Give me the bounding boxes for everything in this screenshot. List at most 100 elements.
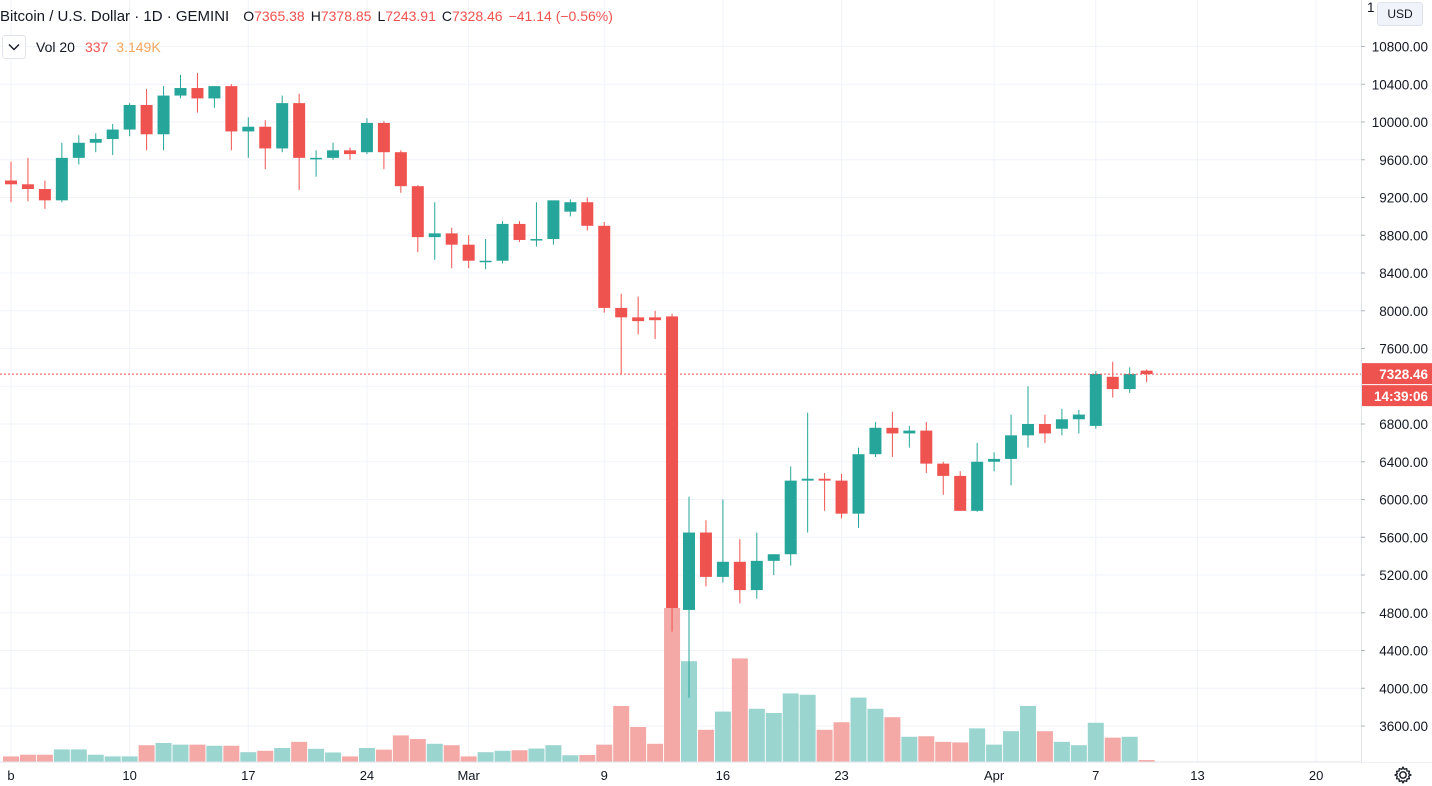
volume-bar	[274, 748, 291, 762]
volume-bar	[1020, 706, 1036, 762]
price-tick-label: 9200.00	[1379, 191, 1428, 206]
volume-bar	[986, 744, 1003, 762]
candle-body	[327, 150, 340, 158]
volume-bar	[731, 658, 748, 762]
candle-body	[106, 129, 119, 139]
candle-body	[72, 142, 85, 158]
candle	[988, 452, 1001, 472]
candle-body	[954, 475, 967, 511]
candle-body	[242, 126, 255, 132]
candle	[479, 239, 492, 270]
candle-body	[835, 480, 848, 514]
last-price-tag	[1362, 363, 1432, 385]
candle	[1106, 361, 1119, 398]
volume-bar	[935, 741, 952, 762]
candle	[344, 147, 356, 160]
volume-value-a: 337	[84, 39, 109, 55]
collapse-legend-button[interactable]	[2, 35, 26, 59]
candle	[259, 120, 272, 170]
candle-body	[564, 202, 577, 212]
candle	[581, 197, 594, 231]
time-axis[interactable]: b 10 17 24 Mar 9 16 23 Apr 7 13 20	[7, 768, 1323, 783]
candle-body	[225, 86, 238, 132]
candle	[428, 202, 441, 260]
candle	[1072, 409, 1085, 434]
volume-value-b: 3.149K	[116, 39, 161, 55]
volume-bar	[782, 693, 799, 762]
candle	[496, 221, 509, 264]
volume-bar	[664, 608, 681, 762]
candle	[903, 425, 916, 448]
candle	[377, 121, 390, 170]
candle	[683, 496, 695, 698]
time-tick-label: 20	[1309, 768, 1323, 783]
candle-body	[937, 463, 950, 476]
volume-legend: Vol 20 337 3.149K	[0, 35, 161, 59]
close-value: C7328.46	[441, 8, 503, 24]
volume-bar	[816, 729, 833, 762]
candle-body	[38, 189, 51, 201]
time-tick-label: 23	[834, 768, 848, 783]
candle-body	[428, 233, 441, 238]
candle	[530, 202, 543, 247]
volume-bar	[104, 756, 121, 762]
time-tick-label: Mar	[457, 768, 480, 783]
volume-bar	[765, 713, 782, 762]
candle-body	[615, 307, 628, 318]
volume-bar	[121, 756, 138, 762]
price-axis[interactable]: 3600.00 4000.00 4400.00 4800.00 5200.00 5600.…	[1361, 0, 1432, 762]
volume-bar	[850, 697, 867, 762]
candle	[1140, 369, 1153, 383]
candle-body	[293, 103, 306, 158]
volume-bar	[392, 735, 409, 762]
volume-bar	[426, 743, 443, 762]
candle-body	[699, 532, 712, 577]
candle	[869, 422, 882, 458]
price-tick-label: 8000.00	[1379, 304, 1428, 319]
volume-bar	[833, 722, 850, 762]
candle	[784, 466, 797, 566]
time-tick-label: 13	[1190, 768, 1204, 783]
high-value: H7378.85	[310, 8, 372, 24]
currency-button[interactable]: USD	[1377, 2, 1423, 26]
candle	[310, 150, 323, 177]
candle-body	[1022, 424, 1034, 436]
volume-bar	[460, 756, 477, 762]
volume-bar	[748, 708, 765, 762]
candle-body	[547, 200, 560, 240]
chart-settings-button[interactable]	[1392, 764, 1414, 786]
candle-body	[1106, 376, 1119, 390]
candle-body	[988, 458, 1001, 462]
volume-bar	[19, 754, 36, 762]
candle-body	[140, 105, 153, 135]
candle	[55, 142, 68, 203]
candle	[208, 86, 221, 108]
candle-body	[818, 478, 831, 481]
time-tick-label: 9	[601, 768, 608, 783]
candle-body	[1072, 414, 1085, 420]
price-tick-label: 1	[1367, 0, 1375, 15]
symbol-title: Bitcoin / U.S. Dollar · 1D · GEMINI	[0, 7, 230, 25]
candle	[716, 499, 729, 583]
volume-bar	[206, 745, 223, 762]
candle-body	[1123, 373, 1136, 390]
candle	[360, 118, 373, 155]
candle	[38, 180, 51, 209]
low-value: L7243.91	[377, 8, 436, 24]
volume-bar	[630, 727, 647, 762]
candle	[1055, 408, 1068, 436]
candle-body	[55, 157, 68, 201]
volume-bar	[681, 661, 697, 762]
candle	[89, 133, 102, 153]
candle-body	[716, 561, 729, 577]
candle-body	[21, 184, 34, 190]
candle-body	[445, 233, 458, 245]
volume-bar	[867, 708, 884, 762]
volume-bar	[1003, 731, 1020, 762]
volume-bar	[969, 728, 986, 762]
volume-bar	[1053, 741, 1070, 762]
last-price-label: 7328.46	[1379, 367, 1428, 382]
volume-bar	[1087, 722, 1104, 762]
candle-body	[733, 561, 746, 591]
